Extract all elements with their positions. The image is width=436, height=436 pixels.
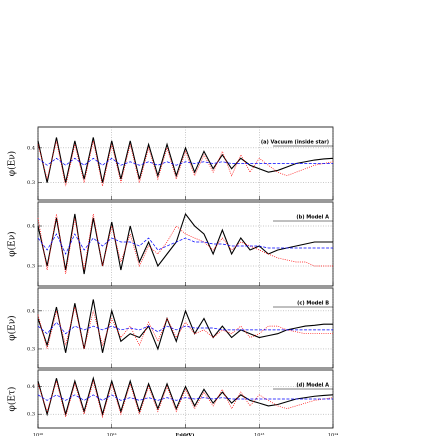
y-tick-label: 0.3 <box>27 412 35 418</box>
x-tick-label: 10¹¹ <box>107 433 117 436</box>
series-line <box>37 379 334 419</box>
y-tick-label: 0.3 <box>27 346 35 352</box>
y-tick-label: 0.3 <box>27 180 35 186</box>
x-tick-label: 10¹³ <box>254 433 264 436</box>
panel-annotation: (b) Model A <box>296 215 329 221</box>
y-tick-label: 0.4 <box>27 224 35 230</box>
series-line <box>37 233 333 255</box>
series-line <box>37 306 333 350</box>
series-line <box>37 140 334 187</box>
panel-annotation: (a) Vacuum (inside star) <box>261 140 329 146</box>
y-tick-label: 0.4 <box>27 308 35 314</box>
series-line <box>37 299 333 353</box>
x-tick-label: 10¹⁴ <box>328 433 338 436</box>
y-tick-label: 0.4 <box>27 384 35 390</box>
y-tick-label: 0.3 <box>27 264 35 270</box>
series-line <box>37 394 333 401</box>
y-axis-label: φ(Eν) <box>7 231 18 256</box>
series-line <box>37 212 333 275</box>
y-axis-label: φ(Eν) <box>7 315 18 340</box>
series-line <box>37 137 334 183</box>
y-tick-label: 0.4 <box>27 145 35 151</box>
y-axis-label: φ(Eν) <box>7 151 18 176</box>
y-axis-label: φ(Eτ) <box>7 387 18 412</box>
x-tick-label: 10¹² <box>180 433 190 436</box>
series-line <box>37 157 333 166</box>
x-axis-label: Eν(eV) <box>175 432 194 436</box>
x-tick-label: 10¹⁰ <box>33 433 43 436</box>
panel-annotation: (d) Model A <box>296 383 329 389</box>
series-line <box>37 376 334 417</box>
panel-annotation: (c) Model B <box>297 301 329 307</box>
series-line <box>37 321 333 335</box>
